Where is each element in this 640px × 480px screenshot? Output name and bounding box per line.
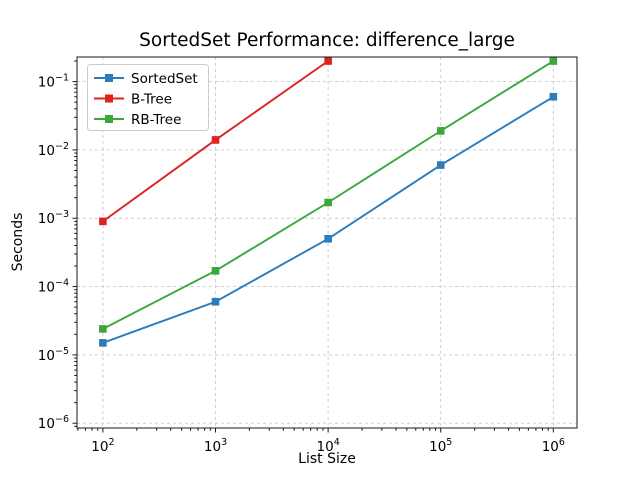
data-point-sortedset — [436, 161, 445, 169]
legend-swatch — [105, 115, 113, 123]
data-point-rb-tree — [436, 127, 445, 135]
y-tick-label: 10−5 — [38, 346, 69, 364]
y-tick-label: 10−4 — [38, 278, 69, 296]
y-tick-label: 10−2 — [38, 141, 69, 159]
legend-label: SortedSet — [131, 71, 198, 87]
legend-box — [87, 64, 209, 131]
data-point-sortedset — [211, 297, 220, 306]
data-point-b-tree — [99, 217, 107, 226]
axis-ticks — [72, 60, 554, 433]
y-tick-label: 10−1 — [38, 73, 69, 91]
data-point-rb-tree — [324, 198, 332, 207]
data-point-sortedset — [549, 92, 558, 101]
x-tick-label: 102 — [91, 437, 114, 455]
legend-label: B-Tree — [131, 91, 172, 107]
chart-title: SortedSet Performance: difference_large — [139, 30, 515, 51]
tick-labels: 102 103 104 105 106 10−6 10−5 10−4 10−3 10−2 10−1 — [38, 73, 565, 455]
data-point-sortedset — [324, 235, 332, 243]
x-tick-label: 104 — [317, 437, 340, 455]
y-tick-label: 10−3 — [38, 209, 69, 227]
x-tick-label: 106 — [542, 437, 565, 455]
plot-border — [76, 56, 578, 429]
data-point-b-tree — [324, 57, 332, 65]
x-tick-label: 103 — [204, 437, 227, 455]
series-group — [99, 57, 558, 347]
x-axis-label: List Size — [298, 451, 356, 467]
data-point-rb-tree — [99, 325, 107, 333]
y-axis-label: Seconds — [10, 213, 26, 272]
legend-label: RB-Tree — [131, 112, 181, 128]
y-tick-label: 10−6 — [38, 414, 69, 432]
legend-swatch — [105, 94, 113, 103]
x-tick-label: 105 — [429, 437, 452, 455]
data-point-b-tree — [211, 136, 220, 144]
data-point-rb-tree — [211, 267, 220, 275]
legend-swatch — [105, 74, 113, 82]
data-point-sortedset — [99, 339, 107, 347]
data-point-rb-tree — [549, 57, 558, 65]
legend: SortedSet B-Tree RB-Tree — [87, 64, 209, 131]
